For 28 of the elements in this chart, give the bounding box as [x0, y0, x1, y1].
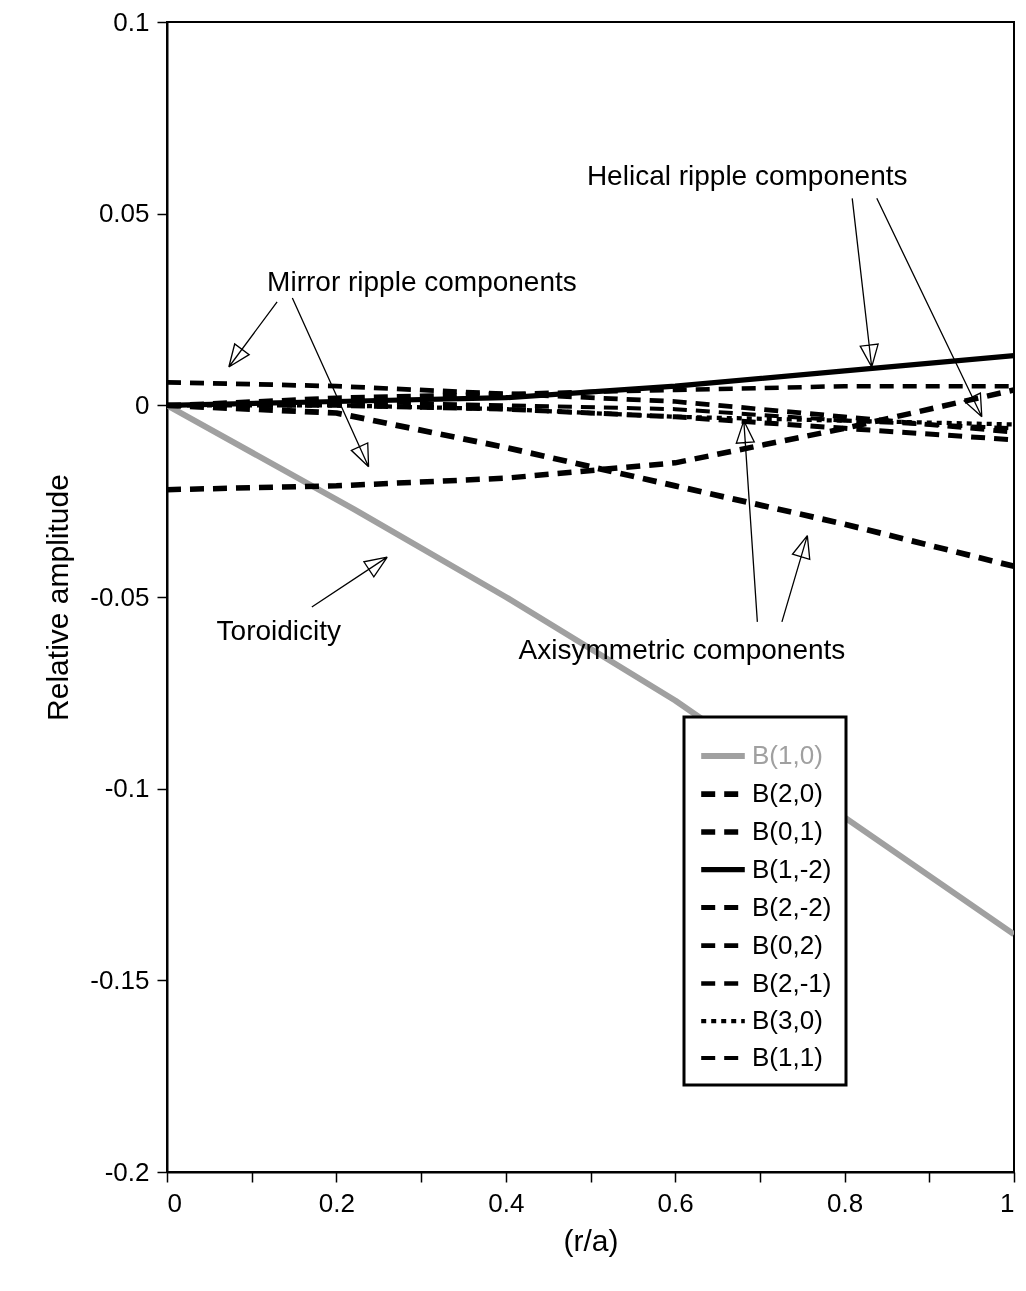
- y-tick-label: 0.1: [113, 6, 150, 37]
- legend-label: B(1,-2): [752, 853, 832, 884]
- x-tick-label: 0.2: [318, 1187, 355, 1218]
- x-tick-label: 0: [167, 1187, 182, 1218]
- legend-label: B(3,0): [752, 1005, 823, 1035]
- annotation: Toroidicity: [216, 614, 342, 646]
- y-tick-label: 0.05: [98, 198, 150, 229]
- legend-label: B(1,1): [752, 1042, 823, 1072]
- legend-label: B(0,2): [752, 929, 823, 960]
- x-tick-label: 0.8: [827, 1187, 864, 1218]
- legend-label: B(2,-1): [752, 967, 832, 998]
- x-tick-label: 0.4: [488, 1187, 525, 1218]
- y-tick-label: -0.1: [104, 773, 150, 804]
- y-axis-title: Relative amplitude: [41, 474, 75, 721]
- y-tick-label: -0.05: [90, 581, 150, 612]
- annotation: Mirror ripple components: [267, 265, 577, 297]
- x-axis-title: (r/a): [563, 1223, 619, 1257]
- y-tick-label: -0.15: [90, 964, 150, 995]
- legend-label: B(1,0): [752, 740, 823, 770]
- legend-label: B(2,-2): [752, 891, 832, 922]
- annotation: Axisymmetric components: [518, 633, 846, 665]
- y-tick-label: 0: [135, 389, 150, 420]
- x-tick-label: 0.6: [657, 1187, 694, 1218]
- x-tick-label: 1: [1000, 1187, 1015, 1218]
- y-tick-label: -0.2: [104, 1156, 150, 1187]
- legend-label: B(0,1): [752, 816, 823, 846]
- legend-label: B(2,0): [752, 778, 823, 808]
- annotation: Helical ripple components: [586, 159, 908, 191]
